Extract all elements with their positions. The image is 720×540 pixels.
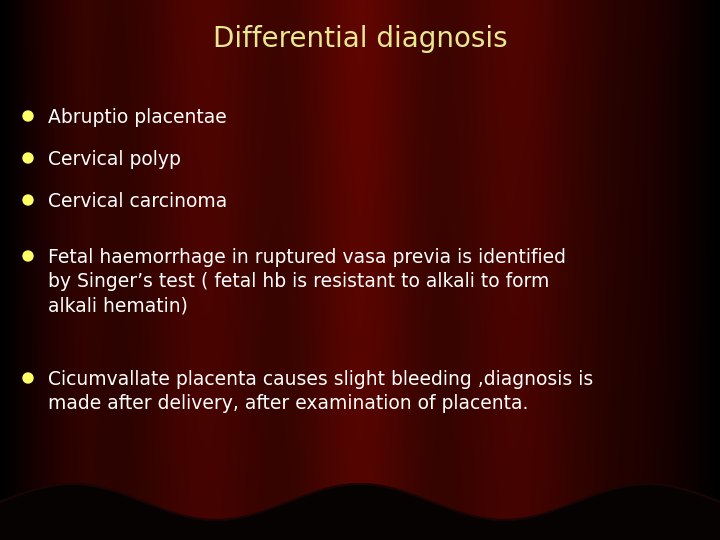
Text: Cervical carcinoma: Cervical carcinoma (48, 192, 228, 211)
Circle shape (23, 111, 33, 121)
Text: Fetal haemorrhage in ruptured vasa previa is identified
by Singer’s test ( fetal: Fetal haemorrhage in ruptured vasa previ… (48, 248, 566, 315)
Text: Cervical polyp: Cervical polyp (48, 150, 181, 169)
Text: Differential diagnosis: Differential diagnosis (212, 25, 508, 53)
Text: Abruptio placentae: Abruptio placentae (48, 108, 227, 127)
Circle shape (23, 153, 33, 163)
Circle shape (23, 251, 33, 261)
Circle shape (23, 195, 33, 205)
Circle shape (23, 373, 33, 383)
Text: Cicumvallate placenta causes slight bleeding ,diagnosis is
made after delivery, : Cicumvallate placenta causes slight blee… (48, 370, 593, 413)
